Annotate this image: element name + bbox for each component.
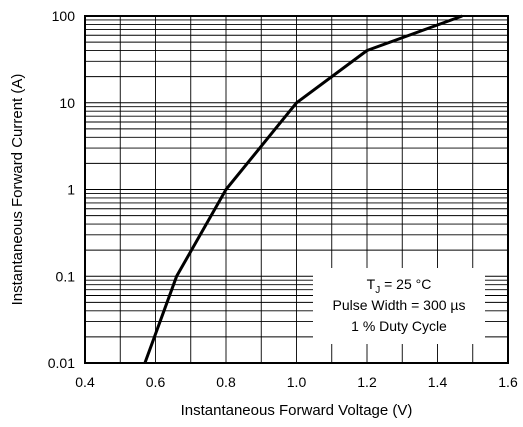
x-tick-label: 1.0 (287, 374, 307, 390)
x-axis-label: Instantaneous Forward Voltage (V) (181, 402, 413, 419)
x-tick-labels: 0.4 0.6 0.8 1.0 1.2 1.4 1.6 (75, 374, 518, 390)
annotation-duty-cycle: 1 % Duty Cycle (351, 318, 447, 334)
annotation-pulse-width: Pulse Width = 300 µs (333, 297, 466, 313)
series-line (143, 14, 463, 364)
x-tick-label: 0.8 (216, 374, 236, 390)
annotation-junction-temperature: TJ = 25 °C (367, 276, 432, 296)
y-tick-label: 10 (59, 95, 75, 111)
y-tick-labels: 0.01 0.1 1 10 100 (48, 8, 75, 371)
y-tick-label: 0.01 (48, 355, 75, 371)
annotation-background (313, 268, 485, 344)
series-group (143, 14, 463, 364)
y-tick-label: 0.1 (56, 268, 76, 284)
annotation-box: TJ = 25 °C Pulse Width = 300 µs 1 % Duty… (313, 268, 485, 344)
x-tick-label: 0.6 (146, 374, 166, 390)
x-tick-label: 1.2 (357, 374, 377, 390)
x-tick-label: 0.4 (75, 374, 95, 390)
x-tick-label: 1.6 (498, 374, 518, 390)
y-tick-label: 1 (67, 182, 75, 198)
y-tick-label: 100 (52, 8, 76, 24)
plot-frame (84, 15, 509, 364)
x-tick-label: 1.4 (428, 374, 448, 390)
y-axis-label: Instantaneous Forward Current (A) (9, 74, 26, 306)
